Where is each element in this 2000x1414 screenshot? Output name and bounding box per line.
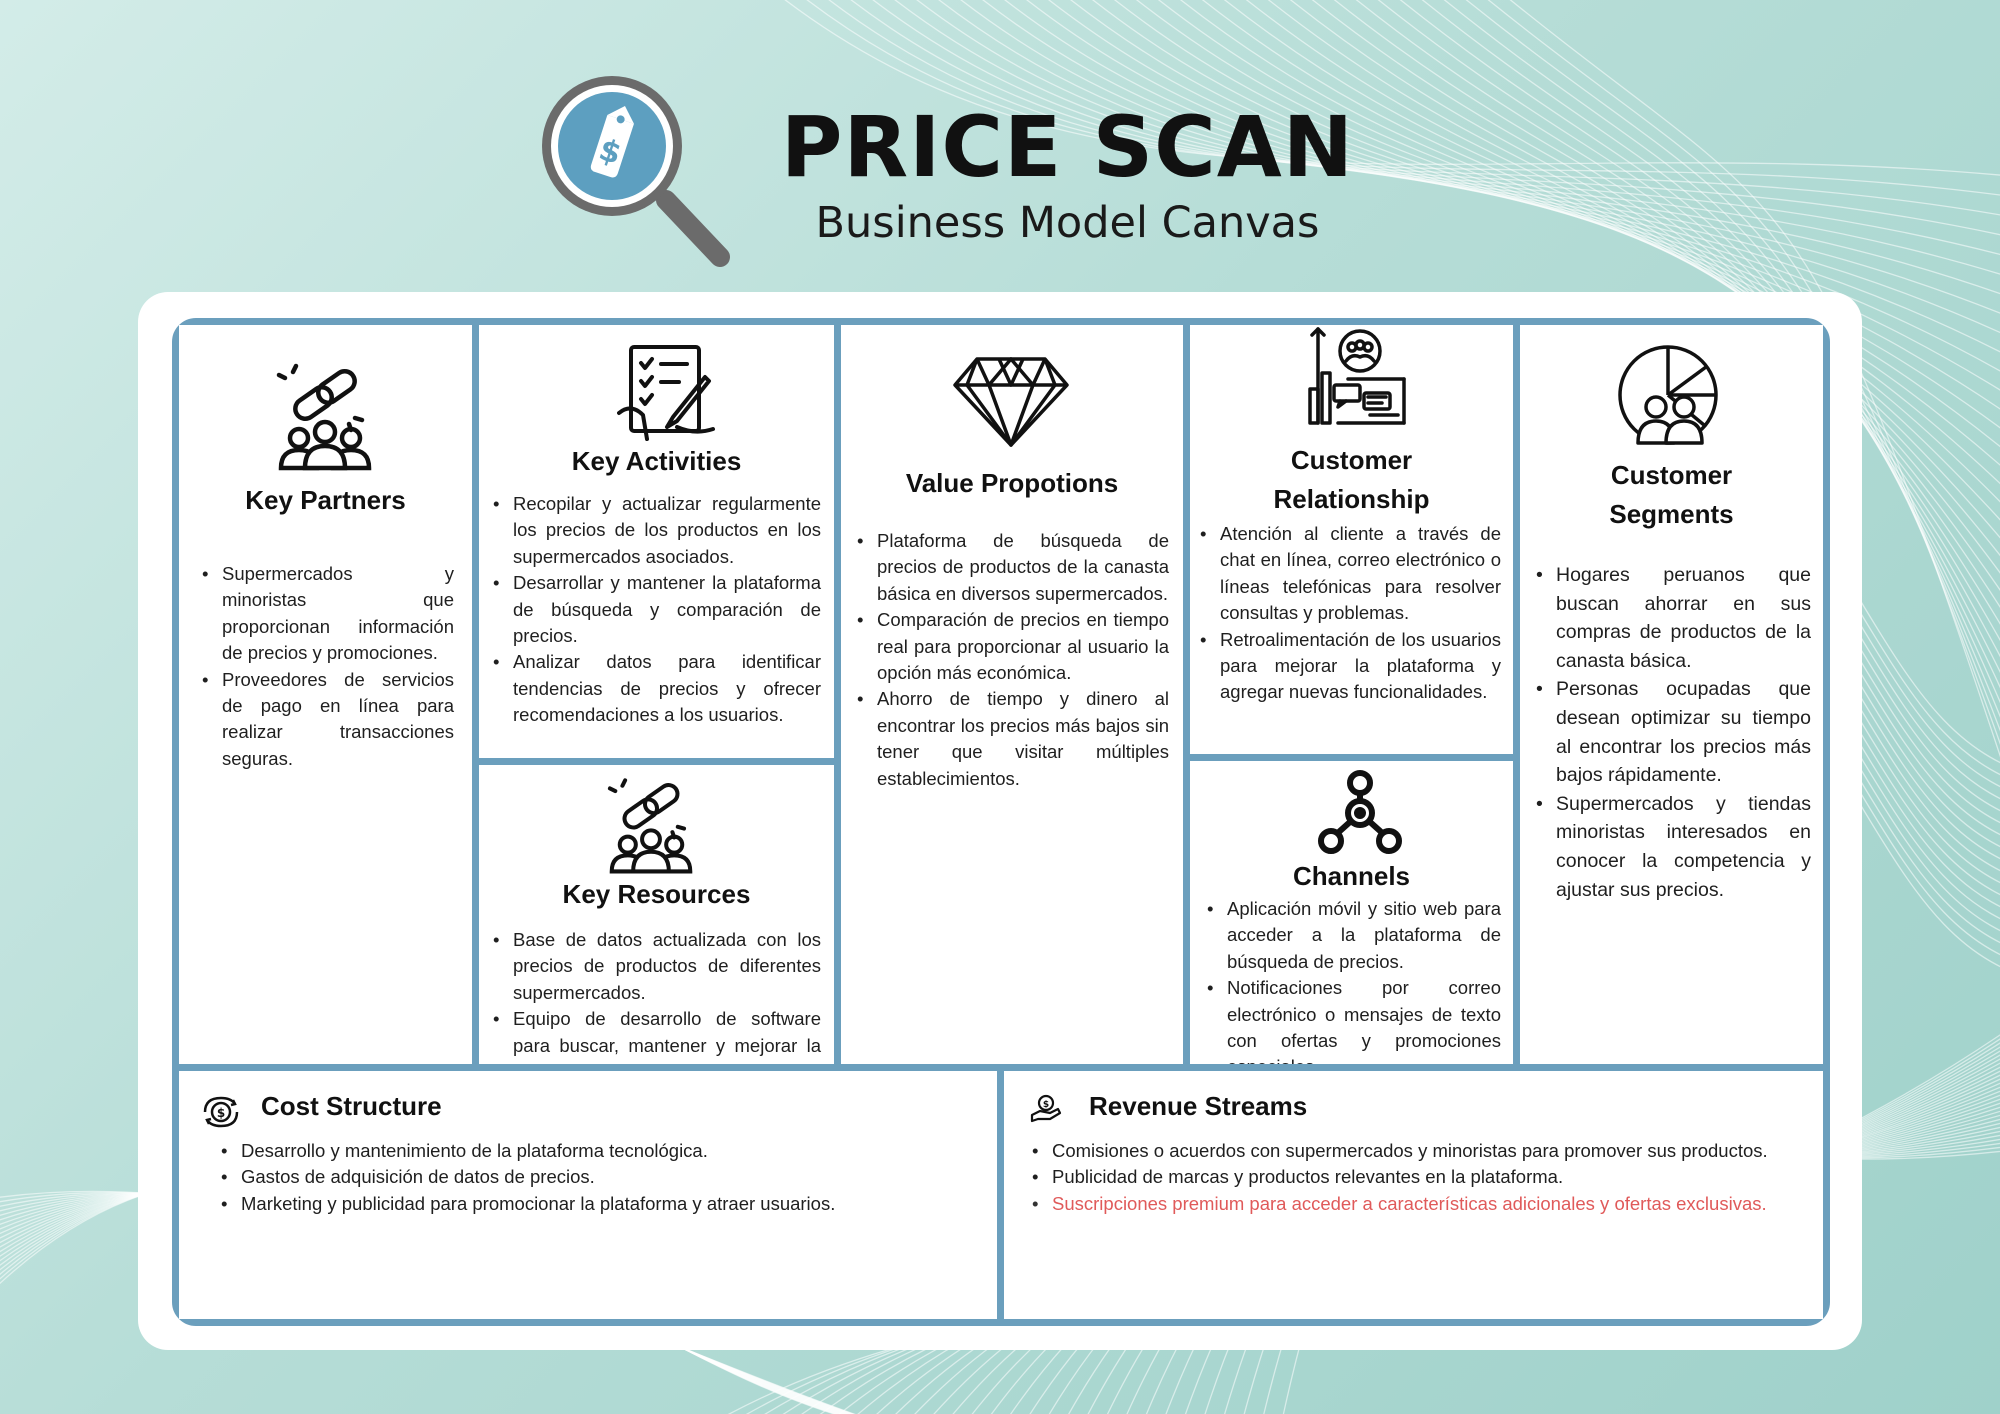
key-partners-block: Key Partners Supermercados y minoristas … (179, 325, 472, 1064)
divider (997, 1064, 1004, 1319)
list-item: Base de datos actualizada con los precio… (491, 927, 821, 1006)
list-item: Proveedores de servicios de pago en líne… (200, 667, 454, 773)
list-item: Aplicación móvil y sitio web para accede… (1205, 896, 1501, 975)
list-item: Publicidad de marcas y productos relevan… (1030, 1164, 1800, 1191)
block-title: Revenue Streams (1089, 1091, 1308, 1121)
chain-people-icon (607, 778, 693, 874)
list-item: Marketing y publicidad para promocionar … (219, 1191, 979, 1218)
revenue-streams-list: Comisiones o acuerdos con supermercados … (1030, 1138, 1800, 1218)
block-title: Channels (1292, 861, 1411, 891)
key-activities-list: Recopilar y actualizar regularmente los … (491, 491, 821, 729)
block-title: Relationship (1273, 484, 1430, 514)
checklist-pen-icon (617, 345, 715, 441)
diamond-icon (953, 357, 1069, 447)
list-item: Recopilar y actualizar regularmente los … (491, 491, 821, 570)
list-item: Notificaciones por correo electrónico o … (1205, 975, 1501, 1064)
list-item: Atención al cliente a través de chat en … (1198, 521, 1501, 627)
block-title: Customer (1610, 460, 1733, 490)
list-item: Equipo de desarrollo de software para bu… (491, 1006, 821, 1064)
list-item: Analizar datos para identificar tendenci… (491, 649, 821, 728)
revenue-streams-block: $ Revenue Streams Comisiones o acuerdos … (1004, 1071, 1823, 1319)
divider (1183, 325, 1190, 1070)
canvas-frame: Key Partners Supermercados y minoristas … (172, 318, 1830, 1326)
svg-text:$: $ (1043, 1100, 1049, 1110)
list-item: Retroalimentación de los usuarios para m… (1198, 627, 1501, 706)
chain-people-icon (276, 363, 372, 471)
block-title: Key Partners (245, 485, 406, 515)
cost-structure-list: Desarrollo y mantenimiento de la platafo… (219, 1138, 979, 1218)
key-resources-list: Base de datos actualizada con los precio… (491, 927, 821, 1064)
network-nodes-icon (1318, 770, 1402, 854)
list-item: Supermercados y minoristas que proporcio… (200, 561, 454, 667)
key-partners-list: Supermercados y minoristas que proporcio… (200, 561, 454, 772)
divider (472, 758, 834, 765)
block-title: Customer (1290, 445, 1413, 475)
key-resources-block: Key Resources Base de datos actualizada … (479, 765, 834, 1064)
block-title: Cost Structure (261, 1091, 442, 1121)
list-item: Gastos de adquisición de datos de precio… (219, 1164, 979, 1191)
svg-text:$: $ (217, 1106, 225, 1120)
list-item: Plataforma de búsqueda de precios de pro… (855, 528, 1169, 607)
block-title: Key Activities (571, 446, 742, 476)
list-item: Personas ocupadas que desean optimizar s… (1534, 675, 1811, 789)
customer-chart-icon (1308, 327, 1406, 425)
divider (1513, 325, 1520, 1070)
price-tag-magnifier-icon: $ (542, 76, 730, 267)
page-subtitle: Business Model Canvas (815, 198, 1320, 248)
list-item: Desarrollar y mantener la plataforma de … (491, 570, 821, 649)
cost-structure-block: $ Cost Structure Desarrollo y mantenimie… (179, 1071, 997, 1319)
list-item: Comparación de precios en tiempo real pa… (855, 607, 1169, 686)
block-title: Segments (1609, 499, 1734, 529)
customer-segments-block: Customer Segments Hogares peruanos que b… (1520, 325, 1823, 1064)
list-item: Desarrollo y mantenimiento de la platafo… (219, 1138, 979, 1165)
divider (472, 325, 479, 1070)
divider (834, 325, 841, 1070)
customer-relationship-block: Customer Relationship Atención al client… (1190, 325, 1513, 754)
customer-relationship-list: Atención al cliente a través de chat en … (1198, 521, 1501, 706)
key-activities-block: Key Activities Recopilar y actualizar re… (479, 325, 834, 758)
page-title: PRICE SCAN (780, 98, 1355, 196)
cost-coin-icon: $ (203, 1096, 239, 1128)
block-title: Value Propotions (905, 468, 1119, 498)
list-item: Suscripciones premium para acceder a car… (1030, 1191, 1800, 1218)
channels-list: Aplicación móvil y sitio web para accede… (1205, 896, 1501, 1064)
customer-segments-list: Hogares peruanos que buscan ahorrar en s… (1534, 561, 1811, 904)
list-item: Hogares peruanos que buscan ahorrar en s… (1534, 561, 1811, 675)
block-title: Key Resources (562, 879, 751, 909)
pie-chart-people-icon (1618, 345, 1718, 445)
hand-money-icon: $ (1030, 1094, 1062, 1123)
channels-block: Channels Aplicación móvil y sitio web pa… (1190, 761, 1513, 1064)
value-propositions-block: Value Propotions Plataforma de búsqueda … (841, 325, 1183, 1064)
value-propositions-list: Plataforma de búsqueda de precios de pro… (855, 528, 1169, 792)
list-item: Ahorro de tiempo y dinero al encontrar l… (855, 686, 1169, 792)
list-item: Supermercados y tiendas minoristas inter… (1534, 790, 1811, 904)
list-item: Comisiones o acuerdos con supermercados … (1030, 1138, 1800, 1165)
divider (1183, 754, 1513, 761)
